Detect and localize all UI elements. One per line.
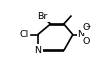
Text: N: N	[34, 46, 41, 55]
Text: Cl: Cl	[19, 30, 29, 39]
Text: O: O	[83, 23, 90, 32]
Text: Br: Br	[37, 12, 47, 21]
Text: N: N	[78, 30, 85, 39]
Text: +: +	[80, 30, 85, 35]
Text: −: −	[86, 24, 91, 29]
Text: O: O	[83, 37, 90, 46]
